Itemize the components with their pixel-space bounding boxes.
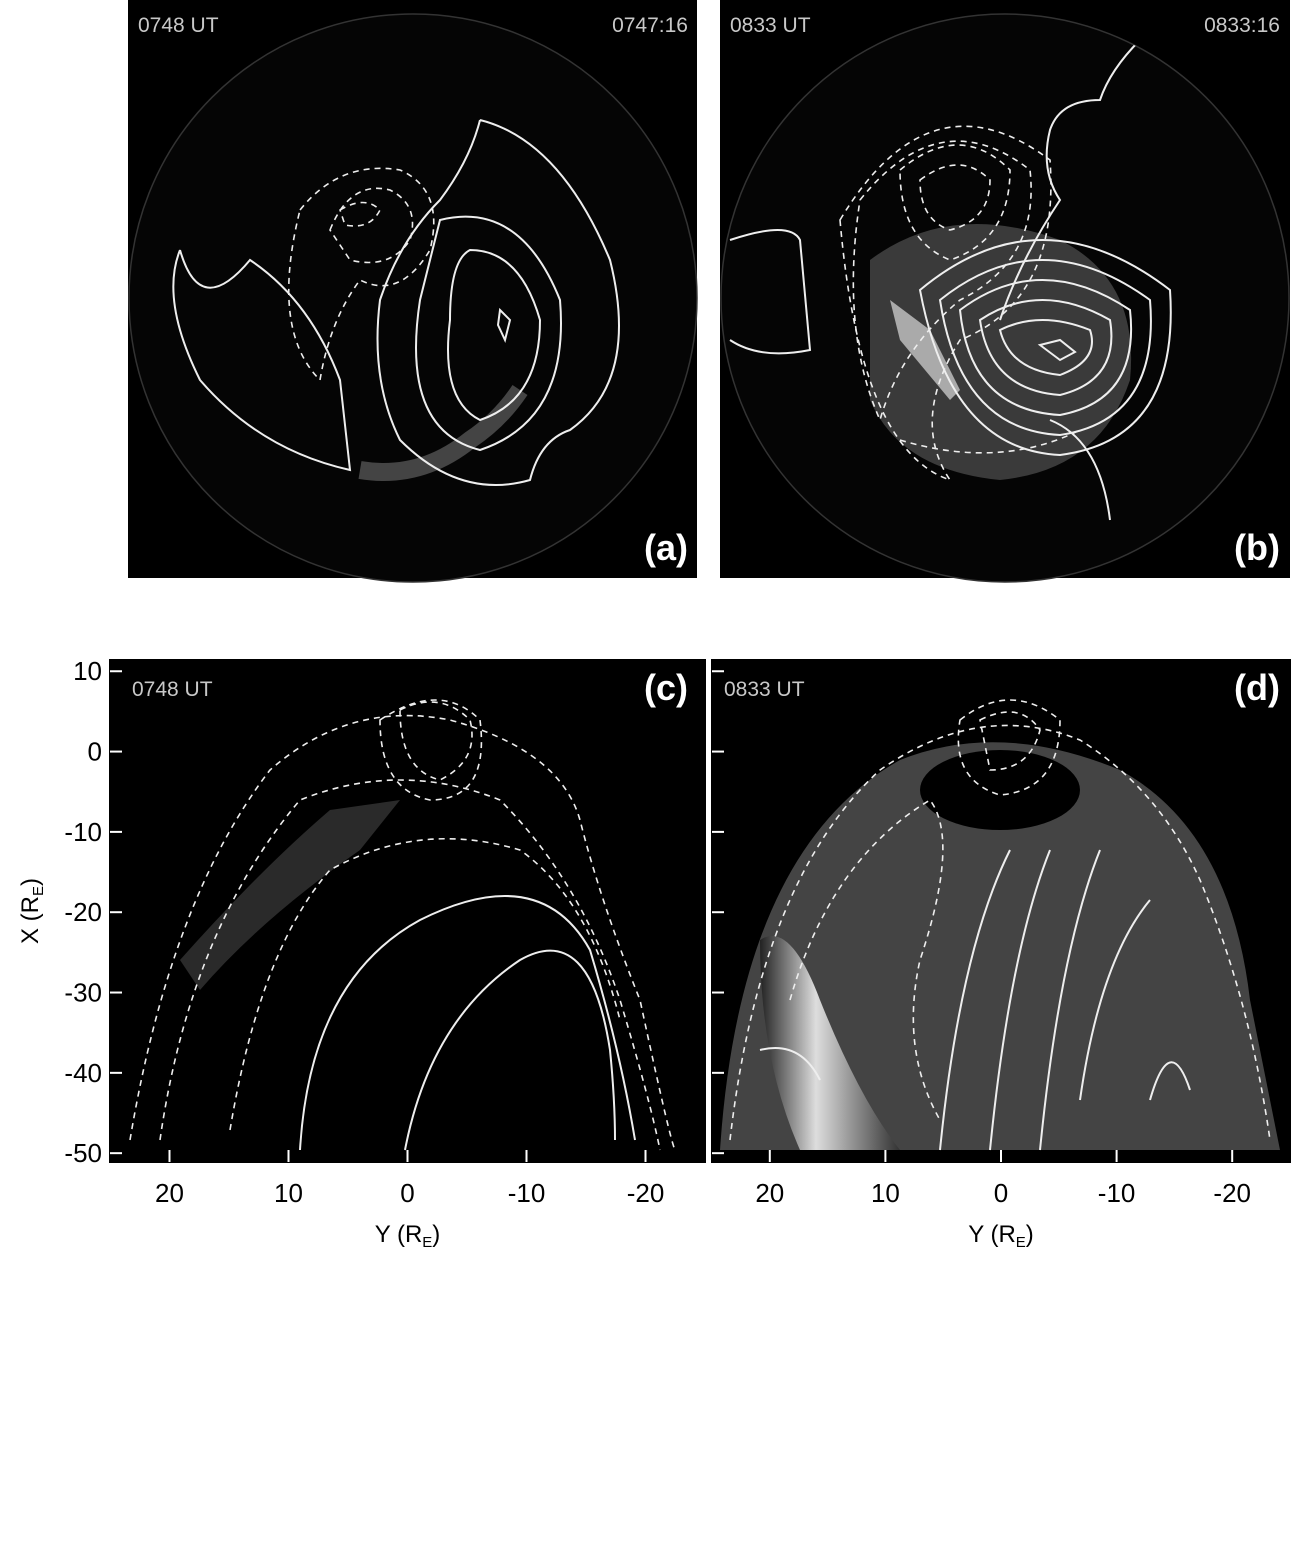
panel-label: (d) <box>1234 667 1280 708</box>
y-axis-label: X (RE) <box>17 878 47 944</box>
panel-b-contours <box>729 39 1172 521</box>
label-close: ) <box>1026 1221 1034 1248</box>
x-tick-label: 20 <box>155 1178 184 1208</box>
y-tick-label: -20 <box>64 897 102 927</box>
polar-boundary <box>128 13 698 583</box>
x-tick-label: 10 <box>871 1178 900 1208</box>
y-tick-label: -40 <box>64 1058 102 1088</box>
x-tick-label: 10 <box>274 1178 303 1208</box>
panel-time-right: 0747:16 <box>612 14 688 37</box>
x-tick-label: 0 <box>994 1178 1008 1208</box>
label-sub: E <box>30 886 47 896</box>
label-close: ) <box>17 878 44 886</box>
x-tick-label: 20 <box>755 1178 784 1208</box>
panel-label: (b) <box>1234 527 1280 568</box>
y-tick-label: 0 <box>88 737 102 767</box>
panel-d-contours <box>720 699 1280 1151</box>
panel-c-contours <box>129 699 676 1151</box>
x-tick-label: -10 <box>1098 1178 1136 1208</box>
panel-label: (c) <box>644 667 688 708</box>
label-main: X (R <box>17 896 44 944</box>
y-tick-label: -10 <box>64 817 102 847</box>
panel-time: 0833 UT <box>730 14 811 37</box>
label-sub: E <box>422 1234 432 1251</box>
panel-time: 0748 UT <box>132 678 213 701</box>
panel-a-contours <box>172 119 620 486</box>
y-tick-label: -50 <box>64 1138 102 1168</box>
label-close: ) <box>432 1221 440 1248</box>
y-tick-label: 10 <box>73 656 102 686</box>
x-axis-label: Y (RE) <box>375 1221 441 1251</box>
panel-c-background <box>110 660 705 1162</box>
x-tick-label: -20 <box>1213 1178 1251 1208</box>
label-main: Y (R <box>968 1221 1016 1248</box>
panel-label: (a) <box>644 527 688 568</box>
panel-time-right: 0833:16 <box>1204 14 1280 37</box>
label-main: Y (R <box>375 1221 423 1248</box>
panel-time: 0833 UT <box>724 678 805 701</box>
x-axis-label: Y (RE) <box>968 1221 1034 1251</box>
label-sub: E <box>1016 1234 1026 1251</box>
panel-time: 0748 UT <box>138 14 219 37</box>
x-tick-label: 0 <box>400 1178 414 1208</box>
y-tick-label: -30 <box>64 978 102 1008</box>
x-tick-label: -10 <box>508 1178 546 1208</box>
x-tick-label: -20 <box>627 1178 665 1208</box>
